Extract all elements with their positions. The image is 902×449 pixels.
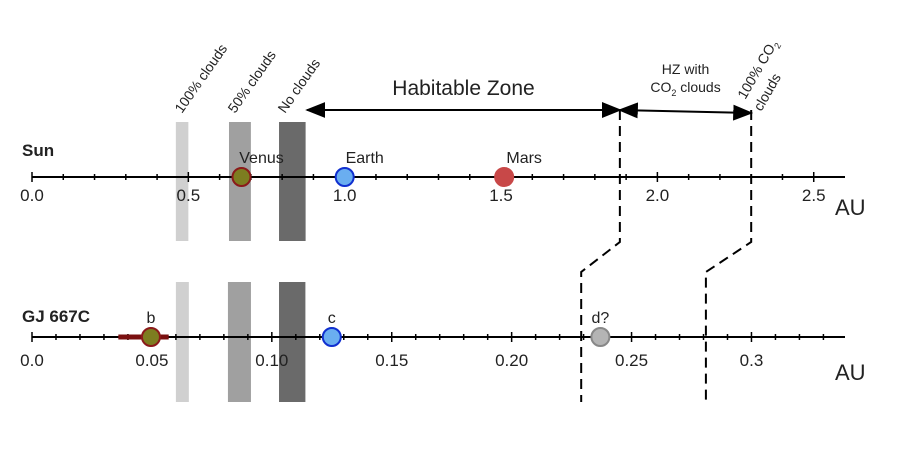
co2-label-part: CO	[650, 79, 671, 95]
axis-label: AU	[835, 195, 866, 220]
planet	[140, 327, 161, 347]
co2-limit-sub: 2	[772, 41, 783, 50]
co2-label: CO2 clouds	[650, 79, 720, 98]
planet	[590, 327, 611, 347]
x-tick-label: 0.0	[20, 186, 44, 205]
hz-label: Habitable Zone	[392, 77, 534, 100]
zone-boundary	[580, 110, 621, 402]
planet	[494, 167, 515, 187]
planet	[231, 167, 252, 187]
cloud-band	[227, 282, 251, 402]
x-tick-label: 0.3	[740, 351, 764, 370]
star-title: Sun	[22, 141, 54, 160]
co2-arrow	[617, 102, 754, 121]
band-label: 100% clouds	[171, 41, 230, 116]
x-tick-label: 0.15	[375, 351, 408, 370]
planet-label: b	[146, 310, 155, 327]
cloud-band	[279, 282, 306, 402]
co2-label-part: clouds	[676, 79, 720, 95]
planet-label: Earth	[346, 150, 384, 167]
star-title: GJ 667C	[22, 307, 90, 326]
co2-label: HZ with	[662, 61, 709, 77]
planet-label: c	[328, 310, 336, 327]
x-tick-label: 0.5	[177, 186, 201, 205]
zone-boundary	[704, 110, 753, 402]
cloud-band	[175, 282, 189, 402]
x-tick-label: 0.0	[20, 351, 44, 370]
x-tick-label: 2.5	[802, 186, 826, 205]
x-tick-label: 0.10	[255, 351, 288, 370]
x-tick-label: 2.0	[646, 186, 670, 205]
band-label: 50% clouds	[224, 47, 279, 115]
co2-label-sub: 2	[671, 88, 676, 98]
x-tick-label: 1.0	[333, 186, 357, 205]
x-tick-label: 0.25	[615, 351, 648, 370]
cloud-band	[175, 122, 189, 241]
planet	[321, 327, 342, 347]
planet-label: Mars	[506, 150, 542, 167]
x-tick-label: 0.05	[135, 351, 168, 370]
planet	[334, 167, 355, 187]
x-tick-label: 0.20	[495, 351, 528, 370]
planet-label: d?	[591, 310, 609, 327]
planet-label: Venus	[239, 150, 283, 167]
axis-label: AU	[835, 360, 866, 385]
x-tick-label: 1.5	[489, 186, 513, 205]
cloud-band	[279, 122, 306, 241]
band-label: No clouds	[274, 56, 323, 116]
